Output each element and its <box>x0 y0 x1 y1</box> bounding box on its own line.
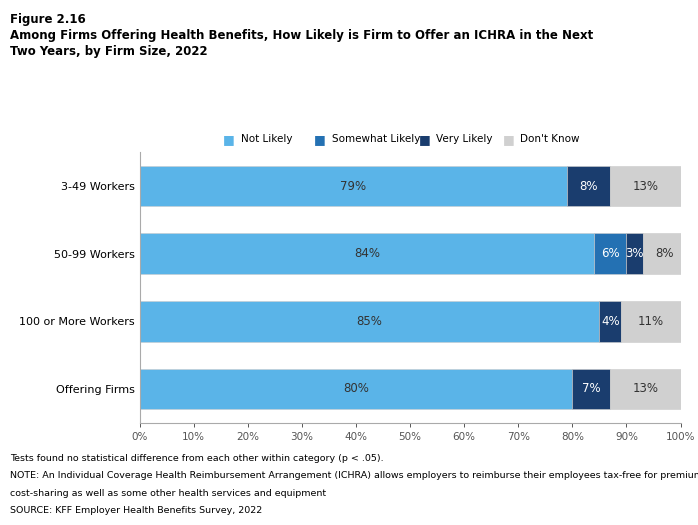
Text: Tests found no statistical difference from each other within category (p < .05).: Tests found no statistical difference fr… <box>10 454 384 463</box>
Text: ■: ■ <box>503 133 514 145</box>
Bar <box>140 166 567 206</box>
Bar <box>621 301 681 341</box>
Text: 8%: 8% <box>655 247 674 260</box>
Bar <box>567 166 610 206</box>
Bar <box>610 166 681 206</box>
Text: ■: ■ <box>419 133 431 145</box>
Text: 7%: 7% <box>582 382 600 395</box>
Bar <box>572 369 610 409</box>
Bar <box>643 233 686 274</box>
Text: 6%: 6% <box>601 247 620 260</box>
Text: 80%: 80% <box>343 382 369 395</box>
Text: Figure 2.16: Figure 2.16 <box>10 13 87 26</box>
Text: 85%: 85% <box>357 314 383 328</box>
Bar <box>140 233 594 274</box>
Text: 11%: 11% <box>638 314 664 328</box>
Text: Somewhat Likely: Somewhat Likely <box>332 134 420 144</box>
Text: 4%: 4% <box>601 314 620 328</box>
Bar <box>140 369 572 409</box>
Text: ■: ■ <box>223 133 235 145</box>
Text: cost-sharing as well as some other health services and equipment: cost-sharing as well as some other healt… <box>10 489 327 498</box>
Bar <box>594 233 627 274</box>
Bar <box>627 233 643 274</box>
Text: NOTE: An Individual Coverage Health Reimbursement Arrangement (ICHRA) allows emp: NOTE: An Individual Coverage Health Reim… <box>10 471 698 480</box>
Bar <box>140 301 600 341</box>
Text: 84%: 84% <box>354 247 380 260</box>
Bar <box>610 369 681 409</box>
Text: Among Firms Offering Health Benefits, How Likely is Firm to Offer an ICHRA in th: Among Firms Offering Health Benefits, Ho… <box>10 29 594 58</box>
Text: SOURCE: KFF Employer Health Benefits Survey, 2022: SOURCE: KFF Employer Health Benefits Sur… <box>10 506 262 515</box>
Text: Very Likely: Very Likely <box>436 134 493 144</box>
Text: 13%: 13% <box>632 180 658 193</box>
Text: 8%: 8% <box>579 180 598 193</box>
Text: 79%: 79% <box>340 180 366 193</box>
Text: Not Likely: Not Likely <box>241 134 292 144</box>
Text: 3%: 3% <box>625 247 644 260</box>
Bar <box>600 301 621 341</box>
Text: Don't Know: Don't Know <box>520 134 579 144</box>
Text: ■: ■ <box>314 133 326 145</box>
Text: 13%: 13% <box>632 382 658 395</box>
